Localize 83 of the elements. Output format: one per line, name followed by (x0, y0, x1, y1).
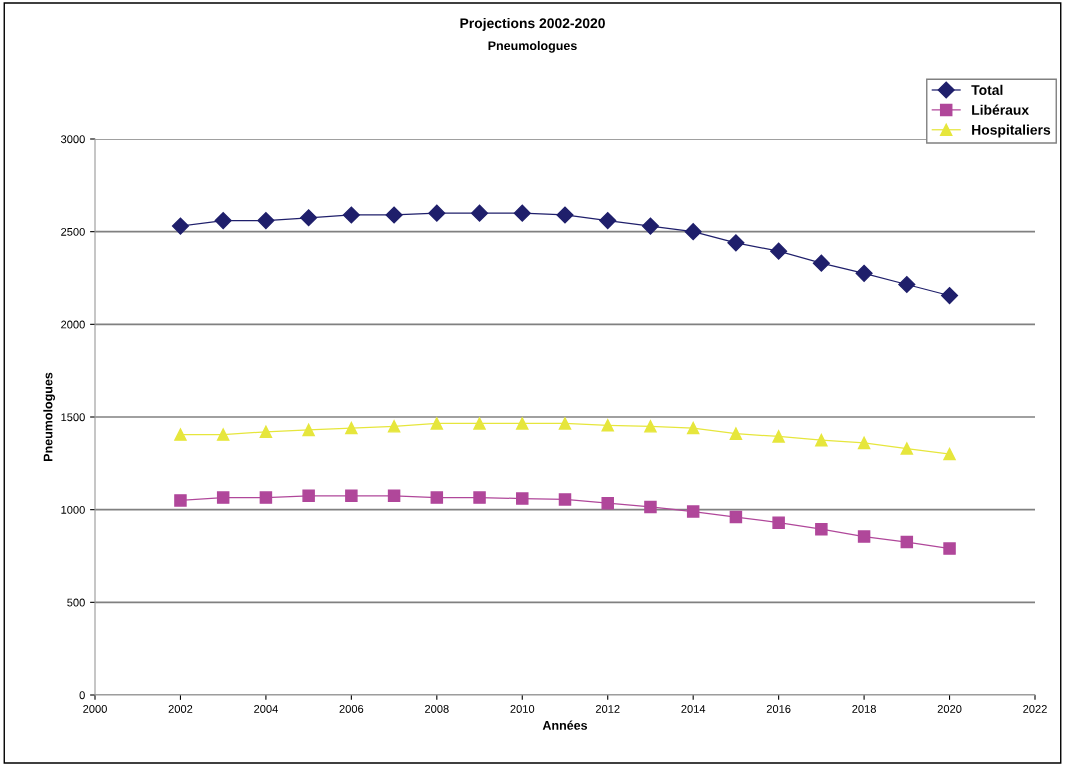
y-tick-label: 2000 (61, 320, 85, 329)
x-tick-label: 2018 (852, 705, 876, 713)
point (644, 420, 657, 433)
x-tick-label: 2016 (766, 705, 791, 713)
point (558, 493, 572, 506)
x-tick-label: 2010 (510, 705, 535, 713)
x-tick-label: 2020 (937, 705, 962, 713)
x-tick-label: 2004 (254, 705, 278, 713)
y-tick-label: 1500 (61, 413, 85, 422)
point (900, 535, 914, 549)
point (943, 447, 956, 461)
point (815, 433, 828, 447)
point (342, 206, 360, 224)
point (686, 505, 700, 518)
point (857, 530, 871, 543)
point (171, 217, 190, 235)
point (473, 417, 486, 430)
x-tick-label: 2014 (681, 705, 706, 713)
point (430, 491, 444, 504)
point (940, 287, 959, 305)
point (815, 522, 828, 536)
point (516, 417, 529, 430)
point (214, 211, 232, 230)
x-tick-label: 2008 (425, 705, 449, 713)
point (601, 496, 614, 510)
point (513, 204, 531, 222)
point (855, 264, 873, 282)
y-axis-title: Pneumologues (43, 372, 56, 461)
x-tick-label: 2000 (83, 705, 107, 713)
point (470, 204, 489, 222)
y-tick-label: 0 (79, 691, 85, 700)
point (943, 542, 956, 555)
point (772, 516, 785, 529)
point (302, 423, 315, 437)
y-tick-label: 500 (67, 598, 85, 607)
point (302, 489, 315, 503)
point (300, 209, 318, 227)
point (601, 419, 614, 432)
point (387, 489, 401, 503)
point (812, 254, 830, 272)
point (345, 421, 358, 435)
point (259, 491, 273, 504)
point (772, 430, 785, 443)
point (216, 428, 230, 441)
legend-label: Total (971, 84, 1003, 95)
x-tick-label: 2022 (1023, 705, 1047, 713)
legend-label: Hospitaliers (972, 124, 1051, 138)
point (385, 206, 403, 224)
point (430, 417, 444, 430)
x-tick-label: 2012 (595, 705, 620, 713)
point (684, 223, 702, 241)
x-tick-label: 2006 (339, 705, 364, 713)
point (428, 204, 446, 222)
x-axis-title: Années (542, 720, 588, 730)
point (345, 489, 358, 503)
point (174, 494, 187, 507)
point (644, 500, 657, 514)
y-tick-label: 3000 (60, 135, 85, 144)
point (216, 491, 230, 504)
point (727, 234, 745, 252)
point (641, 217, 660, 235)
point (387, 420, 401, 433)
point (686, 421, 700, 435)
y-tick-label: 1000 (61, 505, 85, 514)
point (729, 510, 743, 524)
point (259, 425, 273, 439)
point (857, 436, 871, 450)
point (558, 417, 572, 430)
x-tick-label: 2002 (168, 705, 193, 713)
point (898, 275, 916, 294)
y-tick-label: 2500 (61, 227, 85, 236)
point (516, 492, 529, 505)
point (473, 491, 486, 504)
point (900, 442, 914, 455)
point (556, 206, 574, 224)
point (770, 242, 788, 260)
point (257, 211, 275, 230)
chart-subtitle: Pneumologues (488, 40, 577, 53)
legend-label: Libéraux (972, 104, 1029, 115)
point (729, 427, 743, 440)
point (174, 428, 187, 441)
point (599, 211, 617, 230)
chart-title: Projections 2002-2020 (460, 17, 605, 31)
